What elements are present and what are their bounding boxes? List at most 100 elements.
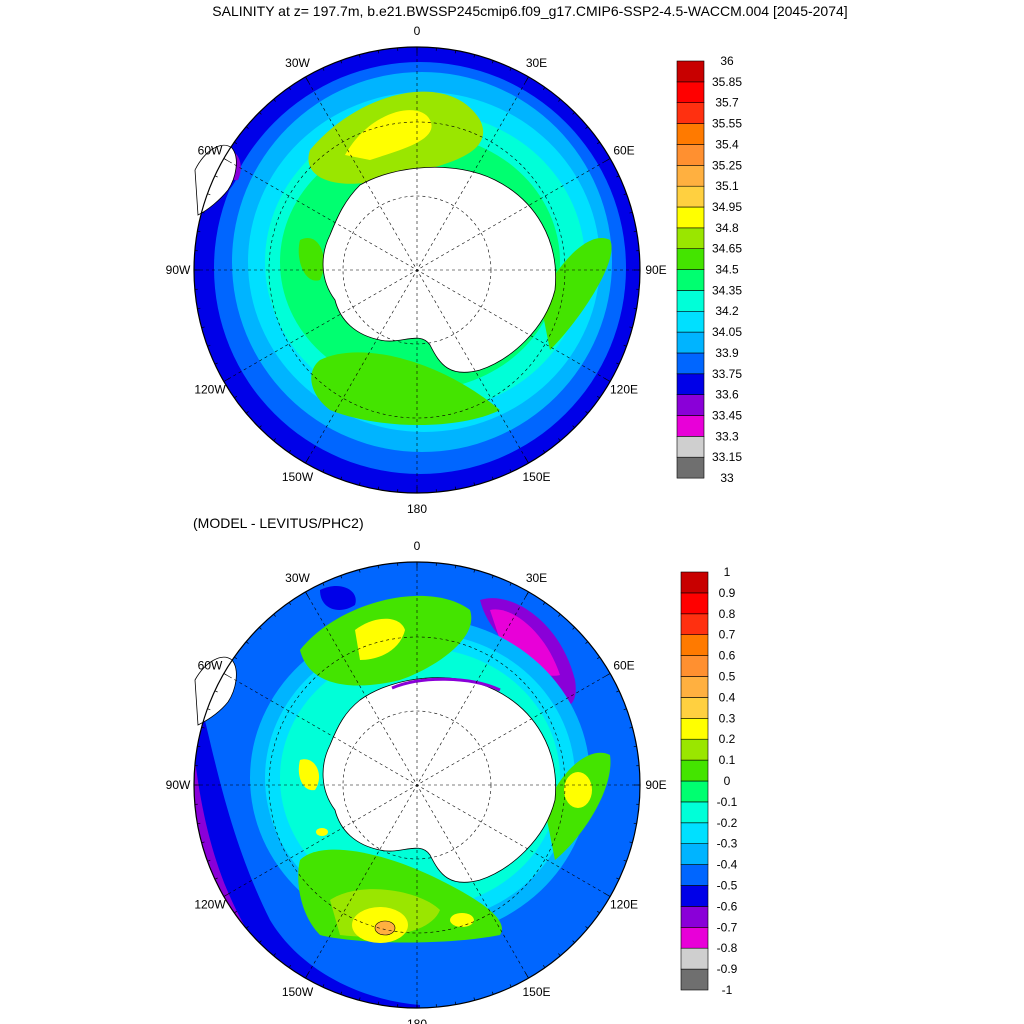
colorbar-label: 34.05 [712,325,742,339]
colorbar-box [676,310,705,333]
longitude-labels: 0 30E 60E 90E 120E 150E 180 150W 120W 90W 60W 30W [166,24,667,516]
colorbar-box [680,697,709,719]
map-tick [509,984,512,988]
longitude-label: 60W [198,659,223,673]
map-tick [623,344,627,347]
colorbar-box [676,435,705,458]
map-tick [245,641,249,644]
map-tick [542,450,546,453]
map-tick [597,656,600,660]
map-tick [305,591,309,598]
south-america-landmass [194,144,237,216]
colorbar-box [680,843,709,865]
longitude-label: 90W [166,778,191,792]
map-tick [454,1001,457,1005]
map-tick [234,910,237,914]
map-tick [597,395,600,399]
longitude-label: 60E [613,659,634,673]
map-tick [273,438,276,442]
map-tick [572,112,575,115]
map-tick [633,230,637,233]
map-tick [273,98,276,102]
colorbar-box [676,290,705,312]
longitude-label: 60E [613,144,634,158]
map-tick [616,877,620,880]
map-tick [214,175,218,178]
longitude-label: 120W [194,898,226,912]
colorbar-box [676,144,705,166]
map-tick [340,476,343,480]
map-tick [629,211,633,214]
difference-polar-map: 0 30E 60E 90E 120E 150E 180 150W 120W 90W 60W 30W [166,539,667,1024]
map-tick [358,569,361,573]
map-tick [616,175,620,178]
map-tick [585,641,589,644]
map-tick [201,211,205,214]
map-tick [572,940,575,943]
colorbar-label: 34.5 [715,263,739,277]
longitude-label: 120E [610,898,638,912]
colorbar-label: -0.1 [717,795,738,809]
antarctica-landmass [322,677,557,883]
colorbar-label: -0.6 [717,899,738,913]
colorbar-label: 35.85 [712,75,742,89]
map-tick [491,60,494,64]
longitude-label: 180 [407,1017,427,1024]
map-tick [207,344,211,347]
difference-colorbar: 1 0.9 0.8 0.7 0.6 0.5 0.4 0.3 0.2 0.1 0 -0.1 -0.2 -0.… [680,565,738,997]
colorbar-label: 34.2 [715,304,739,318]
colorbar-label: 34.65 [712,242,742,256]
colorbar-label: 33.75 [712,367,742,381]
map-tick [322,582,325,586]
longitude-label: 180 [407,502,427,516]
map-tick [509,469,512,473]
map-ticks [194,562,640,1008]
colorbar-label: -0.2 [717,816,738,830]
map-tick [616,362,620,365]
map-tick [259,940,262,943]
colorbar-label: 0.4 [719,690,736,704]
colorbar-box [680,822,709,844]
map-tick [572,627,575,630]
colorbar-box [680,926,709,949]
map-tick [223,378,230,382]
colorbar-label: -0.5 [717,879,738,893]
map-tick [259,112,262,115]
colorbar-box [680,864,709,886]
map-tick [623,859,627,862]
colorbar-box [680,676,709,698]
colorbar-label: 0.7 [719,628,736,642]
map-tick [201,326,205,329]
longitude-label: 150W [282,985,314,999]
map-tick [604,893,611,897]
colorbar-box [680,759,709,782]
colorbar-box [680,780,709,803]
map-tick [585,411,589,414]
map-tick [305,76,309,83]
colorbar-label: 0.8 [719,607,736,621]
main-title: SALINITY at z= 197.7m, b.e21.BWSSP245cmi… [212,3,848,19]
colorbar-label: 0.6 [719,649,736,663]
map-tick [273,953,276,957]
map-tick [454,486,457,490]
antarctica-landmass [322,166,557,373]
map-tick [340,60,343,64]
map-tick [525,972,529,979]
colorbar-box [676,227,705,250]
colorbar-label: 35.25 [712,158,742,172]
map-tick [358,482,361,486]
map-tick [305,457,309,464]
colorbar-label: -1 [722,983,733,997]
map-tick [597,910,600,914]
map-tick [509,582,512,586]
map-tick [572,425,575,428]
map-tick [207,708,211,711]
map-tick [542,602,546,605]
map-tick [197,745,201,748]
map-tick [223,893,230,897]
map-tick [259,425,262,428]
colorbar-box [680,968,709,991]
map-tick [633,822,637,825]
colorbar-box [680,655,709,677]
map-tick [288,602,292,605]
